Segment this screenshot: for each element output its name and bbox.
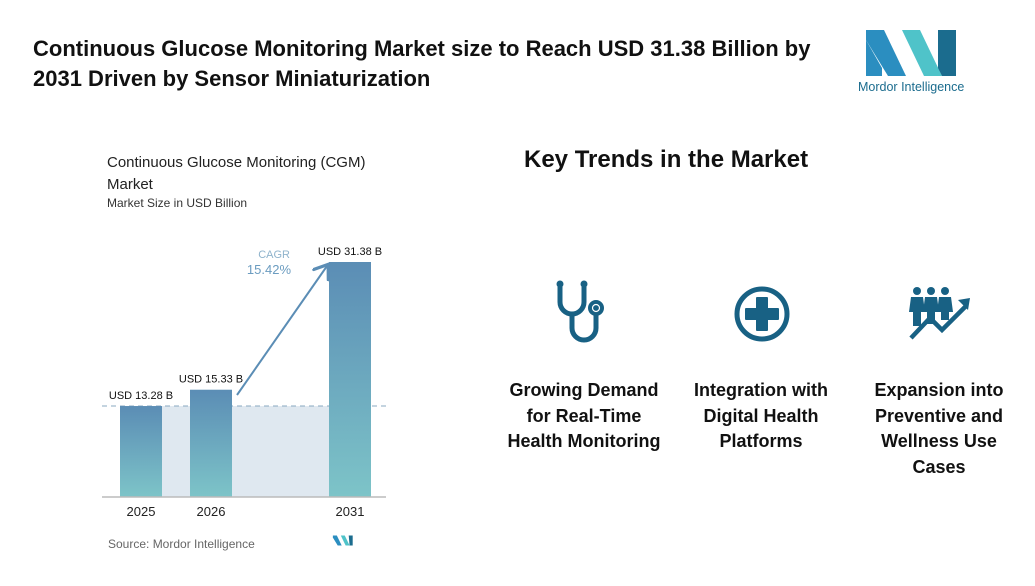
x-tick-label: 2026 (197, 504, 226, 519)
data-label: USD 15.33 B (179, 374, 243, 386)
trend-item-2: Expansion into Preventive and Wellness U… (874, 380, 1004, 477)
x-tick-label: 2025 (127, 504, 156, 519)
bar-2025 (120, 406, 162, 497)
cagr-arrow (236, 266, 327, 396)
x-tick-label: 2031 (336, 504, 365, 519)
trend-item-1: Integration with Digital Health Platform… (694, 380, 828, 451)
data-label: USD 13.28 B (109, 390, 173, 402)
bar-2031 (329, 262, 371, 497)
mordor-logo-icon (866, 30, 956, 76)
bar-2026 (190, 389, 232, 497)
cagr-value: 15.42% (247, 262, 292, 277)
chart-source: Source: Mordor Intelligence (108, 537, 255, 551)
medical-cross-icon (734, 286, 790, 342)
page-title: Continuous Glucose Monitoring Market siz… (33, 36, 811, 91)
trends-heading: Key Trends in the Market (524, 146, 809, 173)
trend-item-0: Growing Demand for Real-Time Health Moni… (507, 380, 661, 451)
data-label: USD 31.38 B (318, 246, 382, 258)
logo-text: Mordor Intelligence (858, 80, 965, 94)
chart-title: Continuous Glucose Monitoring (CGM) Mark… (107, 154, 366, 193)
chart-subtitle: Market Size in USD Billion (107, 196, 248, 210)
stethoscope-icon (556, 280, 604, 343)
source-logo-icon (332, 535, 353, 546)
cagr-label: CAGR (258, 249, 290, 261)
people-growth-icon (909, 287, 970, 340)
bar-chart: USD 13.28 B 2025 USD 15.33 B 2026 USD 31.38 … (102, 246, 386, 551)
